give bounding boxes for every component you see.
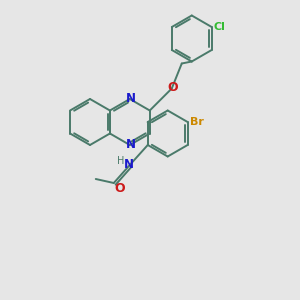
Text: N: N [126,139,136,152]
Text: N: N [126,92,136,106]
Text: N: N [124,158,134,170]
Text: H: H [117,156,125,166]
Text: O: O [167,81,178,94]
Text: Br: Br [190,117,203,127]
Text: Cl: Cl [214,22,226,32]
Text: O: O [115,182,125,196]
